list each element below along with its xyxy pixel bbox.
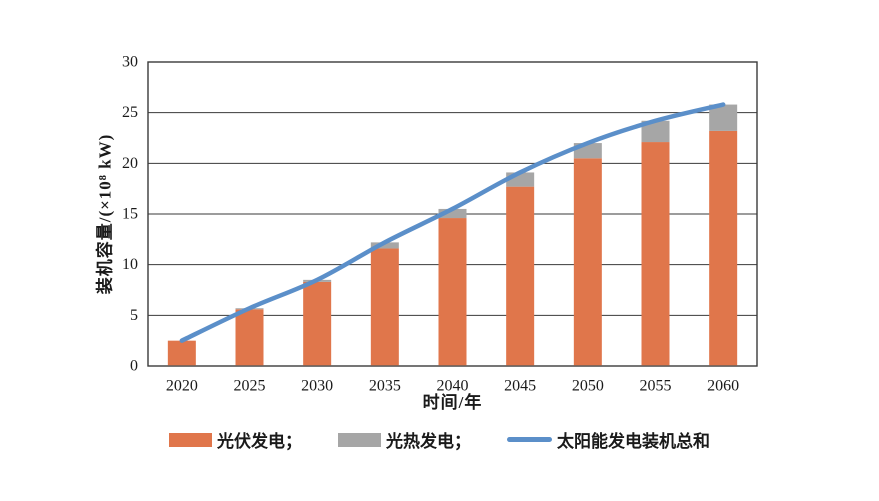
y-tick-0: 0 [130,358,138,375]
total-line [179,102,726,343]
bar-pv-2020 [167,340,196,366]
y-tick-20: 20 [122,155,138,172]
legend-label-pv: 光伏发电； [217,432,302,451]
plot-border [147,61,758,367]
bar-pv-2050 [573,158,602,366]
bar-pv-2045 [506,186,535,366]
legend: 光伏发电； 光热发电； 太阳能发电装机总和 [0,427,879,452]
legend-item-csp: 光热发电； [338,427,471,452]
bar-csp-2035 [370,242,399,249]
x-tick-2050: 2050 [572,377,604,394]
x-axis-title: 时间/年 [422,393,483,412]
y-tick-5: 5 [130,307,138,324]
legend-item-total: 太阳能发电装机总和 [507,427,710,452]
bar-pv-2030 [303,281,332,366]
bar-pv-2040 [438,218,467,366]
x-tick-2025: 2025 [234,377,266,394]
legend-item-pv: 光伏发电； [169,427,302,452]
x-tick-2035: 2035 [369,377,401,394]
pv-swatch-icon [169,432,212,447]
legend-label-total: 太阳能发电装机总和 [557,432,710,451]
y-tick-30: 30 [122,54,138,71]
total-line-icon [507,437,552,442]
bar-csp-2055 [641,120,670,143]
y-axis-title: 装机容量/(×10⁸ kW) [95,133,115,295]
x-tick-2055: 2055 [640,377,672,394]
x-tick-2060: 2060 [707,377,739,394]
csp-swatch-icon [338,432,381,447]
bar-pv-2035 [370,248,399,366]
x-tick-2045: 2045 [504,377,536,394]
y-tick-15: 15 [122,206,138,223]
x-tick-2030: 2030 [301,377,333,394]
legend-label-csp: 光热发电； [386,432,471,451]
x-tick-2040: 2040 [437,377,469,394]
bar-pv-2055 [641,142,670,366]
y-tick-10: 10 [122,256,138,273]
bar-pv-2060 [709,130,738,366]
bar-csp-2040 [438,208,467,219]
y-tick-25: 25 [122,104,138,121]
x-tick-2020: 2020 [166,377,198,394]
bar-pv-2025 [235,309,264,366]
